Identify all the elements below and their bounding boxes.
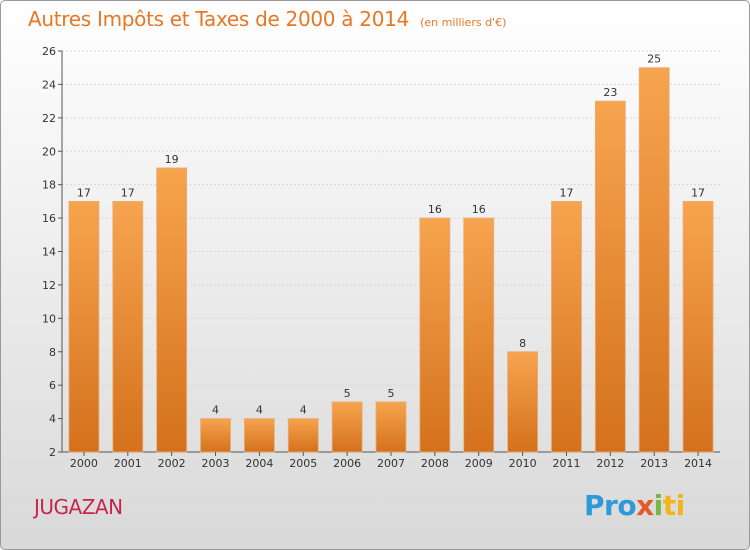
logo-part-2: x bbox=[636, 489, 654, 522]
y-tick-label: 26 bbox=[42, 45, 56, 58]
chart-subtitle: (en milliers d'€) bbox=[420, 16, 507, 29]
bar bbox=[156, 167, 188, 453]
data-label: 23 bbox=[603, 86, 617, 99]
bar bbox=[594, 100, 626, 453]
x-tick-label: 2011 bbox=[552, 457, 580, 470]
x-tick-label: 2014 bbox=[684, 457, 712, 470]
x-tick-label: 2009 bbox=[465, 457, 493, 470]
bar bbox=[682, 200, 714, 453]
bar bbox=[200, 418, 231, 453]
y-tick-label: 12 bbox=[42, 279, 56, 292]
x-tick-label: 2008 bbox=[421, 457, 449, 470]
bar bbox=[68, 200, 100, 453]
bar bbox=[507, 351, 539, 453]
bar bbox=[419, 217, 451, 453]
x-tick-label: 2000 bbox=[70, 457, 98, 470]
proxiti-logo: Proxiti bbox=[584, 489, 685, 522]
data-label: 5 bbox=[388, 387, 395, 400]
y-tick-label: 18 bbox=[42, 179, 56, 192]
bar bbox=[463, 217, 495, 453]
y-tick-label: 6 bbox=[49, 379, 56, 392]
title-block: Autres Impôts et Taxes de 2000 à 2014 (e… bbox=[28, 7, 506, 31]
bar bbox=[243, 418, 275, 453]
data-label: 4 bbox=[212, 404, 219, 417]
y-tick-label: 22 bbox=[42, 112, 56, 125]
x-tick-label: 2002 bbox=[158, 457, 186, 470]
commune-name: JUGAZAN bbox=[34, 495, 123, 519]
bar bbox=[112, 200, 144, 453]
y-tick-label: 4 bbox=[49, 413, 56, 426]
bar bbox=[287, 418, 319, 453]
x-tick-label: 2003 bbox=[202, 457, 230, 470]
x-tick-label: 2010 bbox=[509, 457, 537, 470]
x-tick-label: 2004 bbox=[245, 457, 273, 470]
data-label: 17 bbox=[691, 186, 705, 199]
data-label: 4 bbox=[256, 404, 263, 417]
y-tick-label: 8 bbox=[49, 346, 56, 359]
data-label: 17 bbox=[559, 186, 573, 199]
bar bbox=[551, 200, 582, 453]
data-label: 19 bbox=[165, 153, 179, 166]
x-tick-label: 2012 bbox=[596, 457, 624, 470]
y-tick-label: 24 bbox=[42, 78, 56, 91]
bar bbox=[331, 401, 363, 453]
logo-part-3: i bbox=[653, 489, 664, 522]
data-label: 17 bbox=[77, 186, 91, 199]
data-label: 17 bbox=[121, 186, 135, 199]
x-tick-label: 2005 bbox=[289, 457, 317, 470]
y-tick-label: 14 bbox=[42, 246, 56, 259]
data-label: 4 bbox=[300, 404, 307, 417]
logo-part-1: Pro bbox=[584, 489, 637, 522]
data-label: 16 bbox=[428, 203, 442, 216]
data-label: 8 bbox=[519, 337, 526, 350]
chart-title: Autres Impôts et Taxes de 2000 à 2014 bbox=[28, 7, 409, 31]
data-label: 25 bbox=[647, 53, 661, 66]
x-tick-label: 2013 bbox=[640, 457, 668, 470]
bar bbox=[375, 401, 407, 453]
y-tick-label: 16 bbox=[42, 212, 56, 225]
y-tick-label: 20 bbox=[42, 145, 56, 158]
x-tick-label: 2007 bbox=[377, 457, 405, 470]
y-tick-label: 10 bbox=[42, 312, 56, 325]
logo-part-4: ti bbox=[662, 489, 685, 522]
x-tick-label: 2006 bbox=[333, 457, 361, 470]
y-tick-label: 2 bbox=[49, 446, 56, 459]
x-tick-label: 2001 bbox=[114, 457, 142, 470]
bar bbox=[638, 67, 670, 453]
data-label: 16 bbox=[472, 203, 486, 216]
data-label: 5 bbox=[344, 387, 351, 400]
